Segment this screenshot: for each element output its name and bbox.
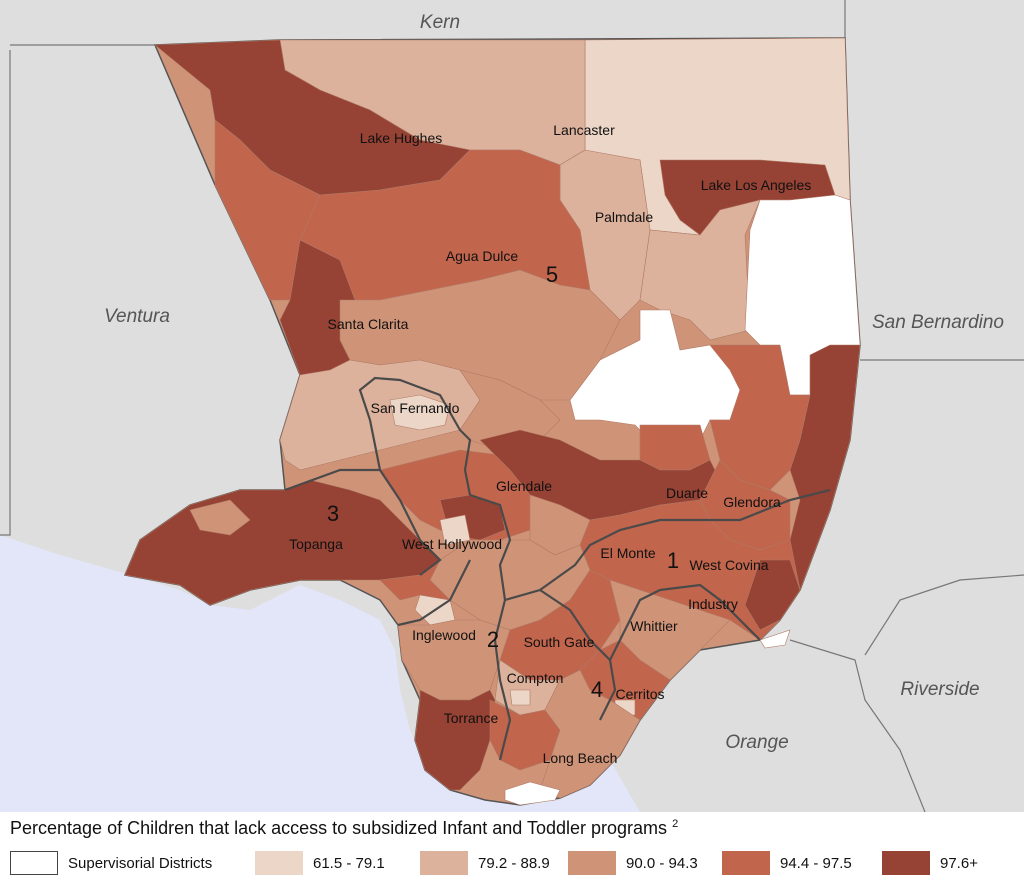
- choropleth-regions: [124, 37, 861, 806]
- legend-item-4: 94.4 - 97.5: [722, 849, 852, 877]
- city-topanga: Topanga: [289, 536, 343, 552]
- city-cerritos: Cerritos: [615, 686, 664, 702]
- city-santa-clarita: Santa Clarita: [328, 316, 409, 332]
- county-lines: [0, 0, 1024, 812]
- district-4: 4: [591, 677, 603, 702]
- legend-swatch: [10, 851, 58, 875]
- legend: Supervisorial Districts 61.5 - 79.1 79.2…: [10, 849, 1018, 877]
- city-industry: Industry: [688, 596, 738, 612]
- district-3: 3: [327, 501, 339, 526]
- legend-swatch: [420, 851, 468, 875]
- legend-swatch: [568, 851, 616, 875]
- city-long-beach: Long Beach: [543, 750, 618, 766]
- district-boundaries: [284, 376, 831, 761]
- city-el-monte: El Monte: [600, 545, 655, 561]
- city-palmdale: Palmdale: [595, 209, 654, 225]
- city-west-hollywood: West Hollywood: [402, 536, 502, 552]
- legend-title-text: Percentage of Children that lack access …: [10, 818, 668, 838]
- label-orange: Orange: [725, 732, 788, 753]
- legend-swatch: [255, 851, 303, 875]
- label-san-bernardino: San Bernardino: [872, 312, 1004, 333]
- city-lake-hughes: Lake Hughes: [360, 130, 443, 146]
- legend-title: Percentage of Children that lack access …: [10, 818, 678, 839]
- district-2: 2: [487, 627, 499, 652]
- legend-item-2: 79.2 - 88.9: [420, 849, 550, 877]
- legend-swatch: [882, 851, 930, 875]
- city-lancaster: Lancaster: [553, 122, 615, 138]
- city-lake-los-angeles: Lake Los Angeles: [701, 177, 812, 193]
- city-compton: Compton: [507, 670, 564, 686]
- legend-item-3: 90.0 - 94.3: [568, 849, 698, 877]
- legend-item-districts: Supervisorial Districts: [10, 849, 212, 877]
- district-5: 5: [546, 262, 558, 287]
- legend-item-1: 61.5 - 79.1: [255, 849, 385, 877]
- legend-item-5: 97.6+: [882, 849, 978, 877]
- legend-label: 97.6+: [940, 854, 978, 872]
- legend-label: 90.0 - 94.3: [626, 854, 698, 872]
- county-map: Kern Ventura San Bernardino Riverside Or…: [0, 0, 1024, 812]
- label-kern: Kern: [420, 12, 460, 33]
- city-south-gate: South Gate: [524, 634, 595, 650]
- city-torrance: Torrance: [444, 710, 499, 726]
- city-san-fernando: San Fernando: [371, 400, 460, 416]
- label-ventura: Ventura: [104, 306, 170, 327]
- district-1: 1: [667, 548, 679, 573]
- legend-label: Supervisorial Districts: [68, 854, 213, 872]
- city-west-covina: West Covina: [689, 557, 768, 573]
- city-whittier: Whittier: [630, 618, 678, 634]
- city-glendale: Glendale: [496, 478, 552, 494]
- city-glendora: Glendora: [723, 494, 781, 510]
- legend-swatch: [722, 851, 770, 875]
- city-inglewood: Inglewood: [412, 627, 476, 643]
- legend-footnote: 2: [672, 818, 679, 830]
- city-duarte: Duarte: [666, 485, 708, 501]
- legend-label: 79.2 - 88.9: [478, 854, 550, 872]
- legend-label: 61.5 - 79.1: [313, 854, 385, 872]
- legend-label: 94.4 - 97.5: [780, 854, 852, 872]
- label-riverside: Riverside: [900, 679, 979, 700]
- city-agua-dulce: Agua Dulce: [446, 248, 519, 264]
